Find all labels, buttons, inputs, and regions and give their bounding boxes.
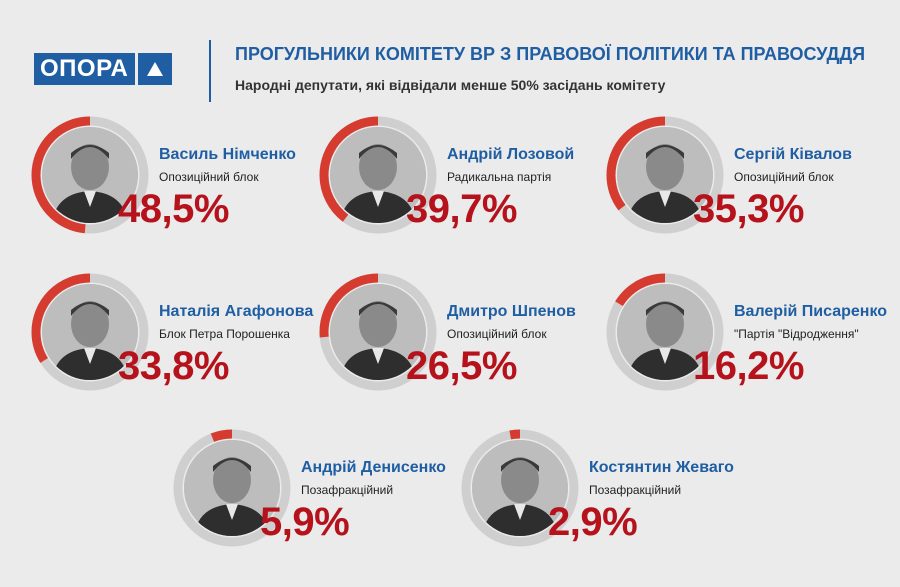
deputy-photo	[330, 127, 426, 223]
deputy-photo	[617, 284, 713, 380]
deputy-photo	[184, 440, 280, 536]
header-divider	[209, 40, 211, 102]
attendance-ring	[31, 273, 149, 391]
deputy-party: "Партія "Відродження"	[734, 327, 859, 341]
ring-value-arc	[173, 429, 291, 547]
attendance-percent-label: 5,9%	[260, 500, 350, 544]
logo-text: ОПОРА	[34, 53, 136, 85]
deputy-card-pysarenko: Валерій Писаренко "Партія "Відродження" 16…	[605, 272, 895, 402]
attendance-ring	[319, 116, 437, 234]
deputy-party: Опозиційний блок	[447, 327, 547, 341]
chart-title: ПРОГУЛЬНИКИ КОМІТЕТУ ВР З ПРАВОВОЇ ПОЛІТ…	[235, 44, 866, 64]
deputy-card-denysenko: Андрій Денисенко Позафракційний 5,9%	[172, 428, 462, 558]
deputy-name: Костянтин Жеваго	[589, 459, 734, 476]
attendance-ring	[173, 429, 291, 547]
deputy-card-nimchenko: Василь Німченко Опозиційний блок 48,5%	[30, 115, 320, 245]
deputy-party: Опозиційний блок	[734, 170, 834, 184]
logo: ОПОРА	[34, 53, 173, 85]
deputy-name: Сергій Ківалов	[734, 146, 852, 163]
attendance-percent-label: 35,3%	[693, 187, 804, 231]
attendance-ring	[461, 429, 579, 547]
deputy-card-agafonova: Наталія Агафонова Блок Петра Порошенка 33,…	[30, 272, 320, 402]
attendance-percent-label: 16,2%	[693, 344, 804, 388]
ring-value-arc	[606, 116, 724, 234]
attendance-ring	[31, 116, 149, 234]
attendance-ring	[319, 273, 437, 391]
deputy-name: Наталія Агафонова	[159, 303, 314, 320]
ring-value-arc	[31, 116, 149, 234]
deputy-photo	[42, 127, 138, 223]
ring-value-arc	[461, 429, 579, 547]
ring-value-arc	[319, 273, 437, 391]
deputy-photo	[472, 440, 568, 536]
deputy-photo	[42, 284, 138, 380]
deputy-photo	[617, 127, 713, 223]
deputy-party: Опозиційний блок	[159, 170, 259, 184]
deputy-party: Блок Петра Порошенка	[159, 327, 290, 341]
chart-subtitle: Народні депутати, які відвідали менше 50…	[235, 77, 666, 93]
deputy-party: Радикальна партія	[447, 170, 552, 184]
ring-value-arc	[606, 273, 724, 391]
deputy-name: Дмитро Шпенов	[447, 303, 576, 320]
ring-value-arc	[319, 116, 437, 234]
deputy-card-zhevago: Костянтин Жеваго Позафракційний 2,9%	[460, 428, 750, 558]
attendance-ring	[606, 273, 724, 391]
deputy-name: Василь Німченко	[159, 146, 296, 163]
deputy-card-kivalov: Сергій Ківалов Опозиційний блок 35,3%	[605, 115, 895, 245]
attendance-percent-label: 26,5%	[406, 344, 517, 388]
attendance-percent-label: 2,9%	[548, 500, 638, 544]
attendance-percent-label: 48,5%	[118, 187, 229, 231]
deputy-card-shpenov: Дмитро Шпенов Опозиційний блок 26,5%	[318, 272, 608, 402]
attendance-ring	[606, 116, 724, 234]
deputy-party: Позафракційний	[301, 483, 394, 497]
triangle-icon	[138, 53, 173, 85]
deputy-photo	[330, 284, 426, 380]
deputy-name: Валерій Писаренко	[734, 303, 888, 320]
deputy-name: Андрій Денисенко	[301, 459, 446, 476]
deputy-party: Позафракційний	[589, 483, 682, 497]
deputy-name: Андрій Лозовой	[447, 146, 575, 163]
attendance-percent-label: 33,8%	[118, 344, 229, 388]
attendance-percent-label: 39,7%	[406, 187, 517, 231]
ring-value-arc	[31, 273, 149, 391]
deputy-card-lozovoy: Андрій Лозовой Радикальна партія 39,7%	[318, 115, 608, 245]
